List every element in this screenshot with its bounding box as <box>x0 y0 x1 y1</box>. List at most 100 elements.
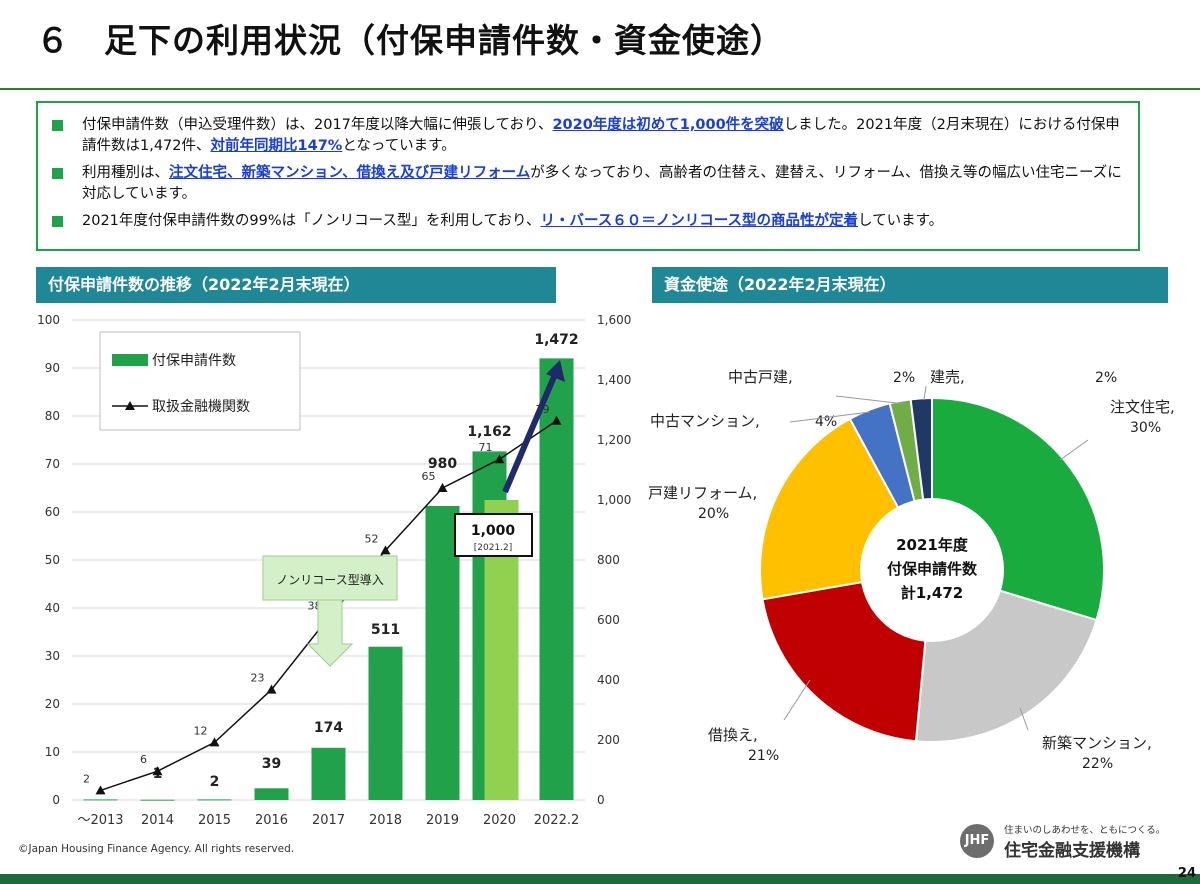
summary-bullet: 利用種別は、注文住宅、新築マンション、借換え及び戸建リフォームが多くなっており、… <box>52 163 1124 205</box>
bar-value-label: 980 <box>428 456 457 472</box>
summary-bullet: 付保申請件数（申込受理件数）は、2017年度以降大幅に伸張しており、2020年度… <box>52 115 1124 157</box>
line-point <box>380 545 391 555</box>
pie-center-label: 計1,472 <box>901 584 963 602</box>
left-axis-tick: 30 <box>45 649 60 663</box>
left-axis-tick: 80 <box>45 409 60 423</box>
leader-line <box>789 411 871 423</box>
right-axis-tick: 1,200 <box>597 433 631 447</box>
summary-text: しました。2021年度（2月末現在）における付保申請件数は1,472件、 <box>82 117 1120 154</box>
bar-value-label: 1,162 <box>467 424 511 440</box>
highlighted-text: リ・バース６０＝ノンリコース型の商品性が定着 <box>540 213 859 229</box>
nonrecourse-callout-box <box>262 555 398 601</box>
summary-box: 付保申請件数（申込受理件数）は、2017年度以降大幅に伸張しており、2020年度… <box>36 101 1140 251</box>
left-axis-tick: 60 <box>45 505 60 519</box>
pie-slice-label: 戸建リフォーム, <box>648 484 757 502</box>
line-point <box>551 415 562 425</box>
category-label: 2018 <box>369 813 402 828</box>
pie-slice-label: 中古マンション, <box>650 412 760 430</box>
nonrecourse-callout-text: ノンリコース型導入 <box>276 573 383 587</box>
pie-slice-label: 注文住宅, <box>1110 398 1175 416</box>
pie-slice-label: 建売, <box>930 368 965 386</box>
line-point <box>152 766 163 776</box>
callout-1000-value: 1,000 <box>471 523 516 539</box>
bar-value-label: 511 <box>371 622 400 638</box>
line-value-label: 65 <box>422 470 436 483</box>
pie-slice-percent: 2% <box>1095 370 1117 386</box>
page-number: 24 <box>1177 866 1196 881</box>
highlighted-text: 注文住宅、新築マンション、借換え及び戸建リフォーム <box>169 165 531 181</box>
right-axis-tick: 0 <box>597 793 605 807</box>
line-value-label: 2 <box>83 772 90 785</box>
legend-box <box>99 331 301 431</box>
category-label: ～2013 <box>77 813 123 828</box>
bar <box>140 799 175 801</box>
left-axis-tick: 50 <box>45 553 60 567</box>
bar <box>311 747 346 800</box>
right-axis-tick: 1,400 <box>597 373 631 387</box>
pie-slice-percent: 20% <box>698 506 729 522</box>
down-arrow-icon <box>306 599 354 667</box>
summary-text: となっています。 <box>342 138 456 154</box>
right-axis-tick: 1,600 <box>597 313 631 327</box>
left-axis-tick: 90 <box>45 361 60 375</box>
summary-text: 利用種別は、 <box>82 165 169 181</box>
left-axis-tick: 100 <box>37 313 60 327</box>
line-point <box>95 785 106 795</box>
fund-usage-pie-chart: 注文住宅, 30% 新築マンション, 22% 借換え, 21% 戸建リフォーム, 20% 中古マ… <box>648 368 1175 772</box>
pie-center-label: 付保申請件数 <box>887 560 978 578</box>
line-value-label: 12 <box>194 724 208 737</box>
pie-slice-percent: 2% <box>893 370 915 386</box>
left-axis-tick: 10 <box>45 745 60 759</box>
legend-bar-label: 付保申請件数 <box>152 353 236 369</box>
bar-value-label: 174 <box>314 720 343 736</box>
line-value-label: 23 <box>251 672 265 685</box>
line-point <box>209 737 220 747</box>
pie-center-label: 2021年度 <box>896 536 969 554</box>
pie-chart-heading: 資金使途（2022年2月末現在） <box>652 267 1168 303</box>
bullet-square-icon <box>52 168 63 179</box>
highlighted-text: 2020年度は初めて1,000件を突破 <box>552 117 784 133</box>
leader-line <box>923 385 927 401</box>
bar-value-label: 1,472 <box>534 332 578 348</box>
category-label: 2016 <box>255 813 288 828</box>
bullet-square-icon <box>52 120 63 131</box>
pie-center-hole <box>860 498 1004 642</box>
left-axis-tick: 0 <box>52 793 60 807</box>
org-name: 住宅金融支援機構 <box>1004 841 1140 861</box>
organization-logo: JHF 住まいのしあわせを、ともにつくる。 住宅金融支援機構 <box>960 820 1180 861</box>
callout-1000-box <box>454 513 533 557</box>
right-axis-tick: 1,000 <box>597 493 631 507</box>
bar <box>83 799 118 801</box>
summary-bullet: 2021年度付保申請件数の99%は「ノンリコース型」を利用しており、リ・バース６… <box>52 211 1124 232</box>
line-point <box>494 454 505 464</box>
summary-text: 付保申請件数（申込受理件数）は、2017年度以降大幅に伸張しており、 <box>82 117 553 133</box>
legend-bar-swatch <box>112 354 148 366</box>
callout-1000-date: [2021.2] <box>474 543 513 553</box>
leader-line <box>1059 439 1089 461</box>
footer-bar <box>0 874 1200 884</box>
pie-slice-percent: 30% <box>1130 420 1161 436</box>
bar-value-label: 39 <box>262 756 281 772</box>
category-label: 2015 <box>198 813 231 828</box>
category-label: 2022.2 <box>534 813 580 828</box>
bar <box>425 506 460 800</box>
bar <box>197 799 232 801</box>
right-axis-tick: 400 <box>597 673 620 687</box>
line-point <box>437 483 448 492</box>
left-axis-tick: 20 <box>45 697 60 711</box>
bullet-square-icon <box>52 216 63 227</box>
bar-chart-heading: 付保申請件数の推移（2022年2月末現在） <box>36 267 556 303</box>
summary-text: が多くなっており、高齢者の住替え、建替え、リフォーム、借換え等の幅広い住宅ニーズ… <box>82 165 1122 202</box>
application-count-chart: 0 10 20 30 40 50 60 70 80 90 100 0 200 400 600 800 1,000… <box>37 313 631 828</box>
summary-text: しています。 <box>858 213 944 229</box>
summary-text: 2021年度付保申請件数の99%は「ノンリコース型」を利用しており、 <box>82 213 541 229</box>
org-tagline: 住まいのしあわせを、ともにつくる。 <box>1004 825 1166 836</box>
jhf-logo-icon: JHF <box>960 824 994 858</box>
bar <box>254 788 289 800</box>
title-divider <box>0 88 1200 90</box>
pie-slice-label: 中古戸建, <box>728 368 793 386</box>
page-title: ６ 足下の利用状況（付保申請件数・資金使途） <box>36 21 784 60</box>
right-axis-tick: 200 <box>597 733 620 747</box>
legend-line-label: 取扱金融機関数 <box>152 399 250 415</box>
bar-value-label: 2 <box>210 774 220 790</box>
